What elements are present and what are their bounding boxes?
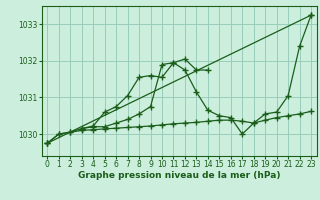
X-axis label: Graphe pression niveau de la mer (hPa): Graphe pression niveau de la mer (hPa) bbox=[78, 171, 280, 180]
